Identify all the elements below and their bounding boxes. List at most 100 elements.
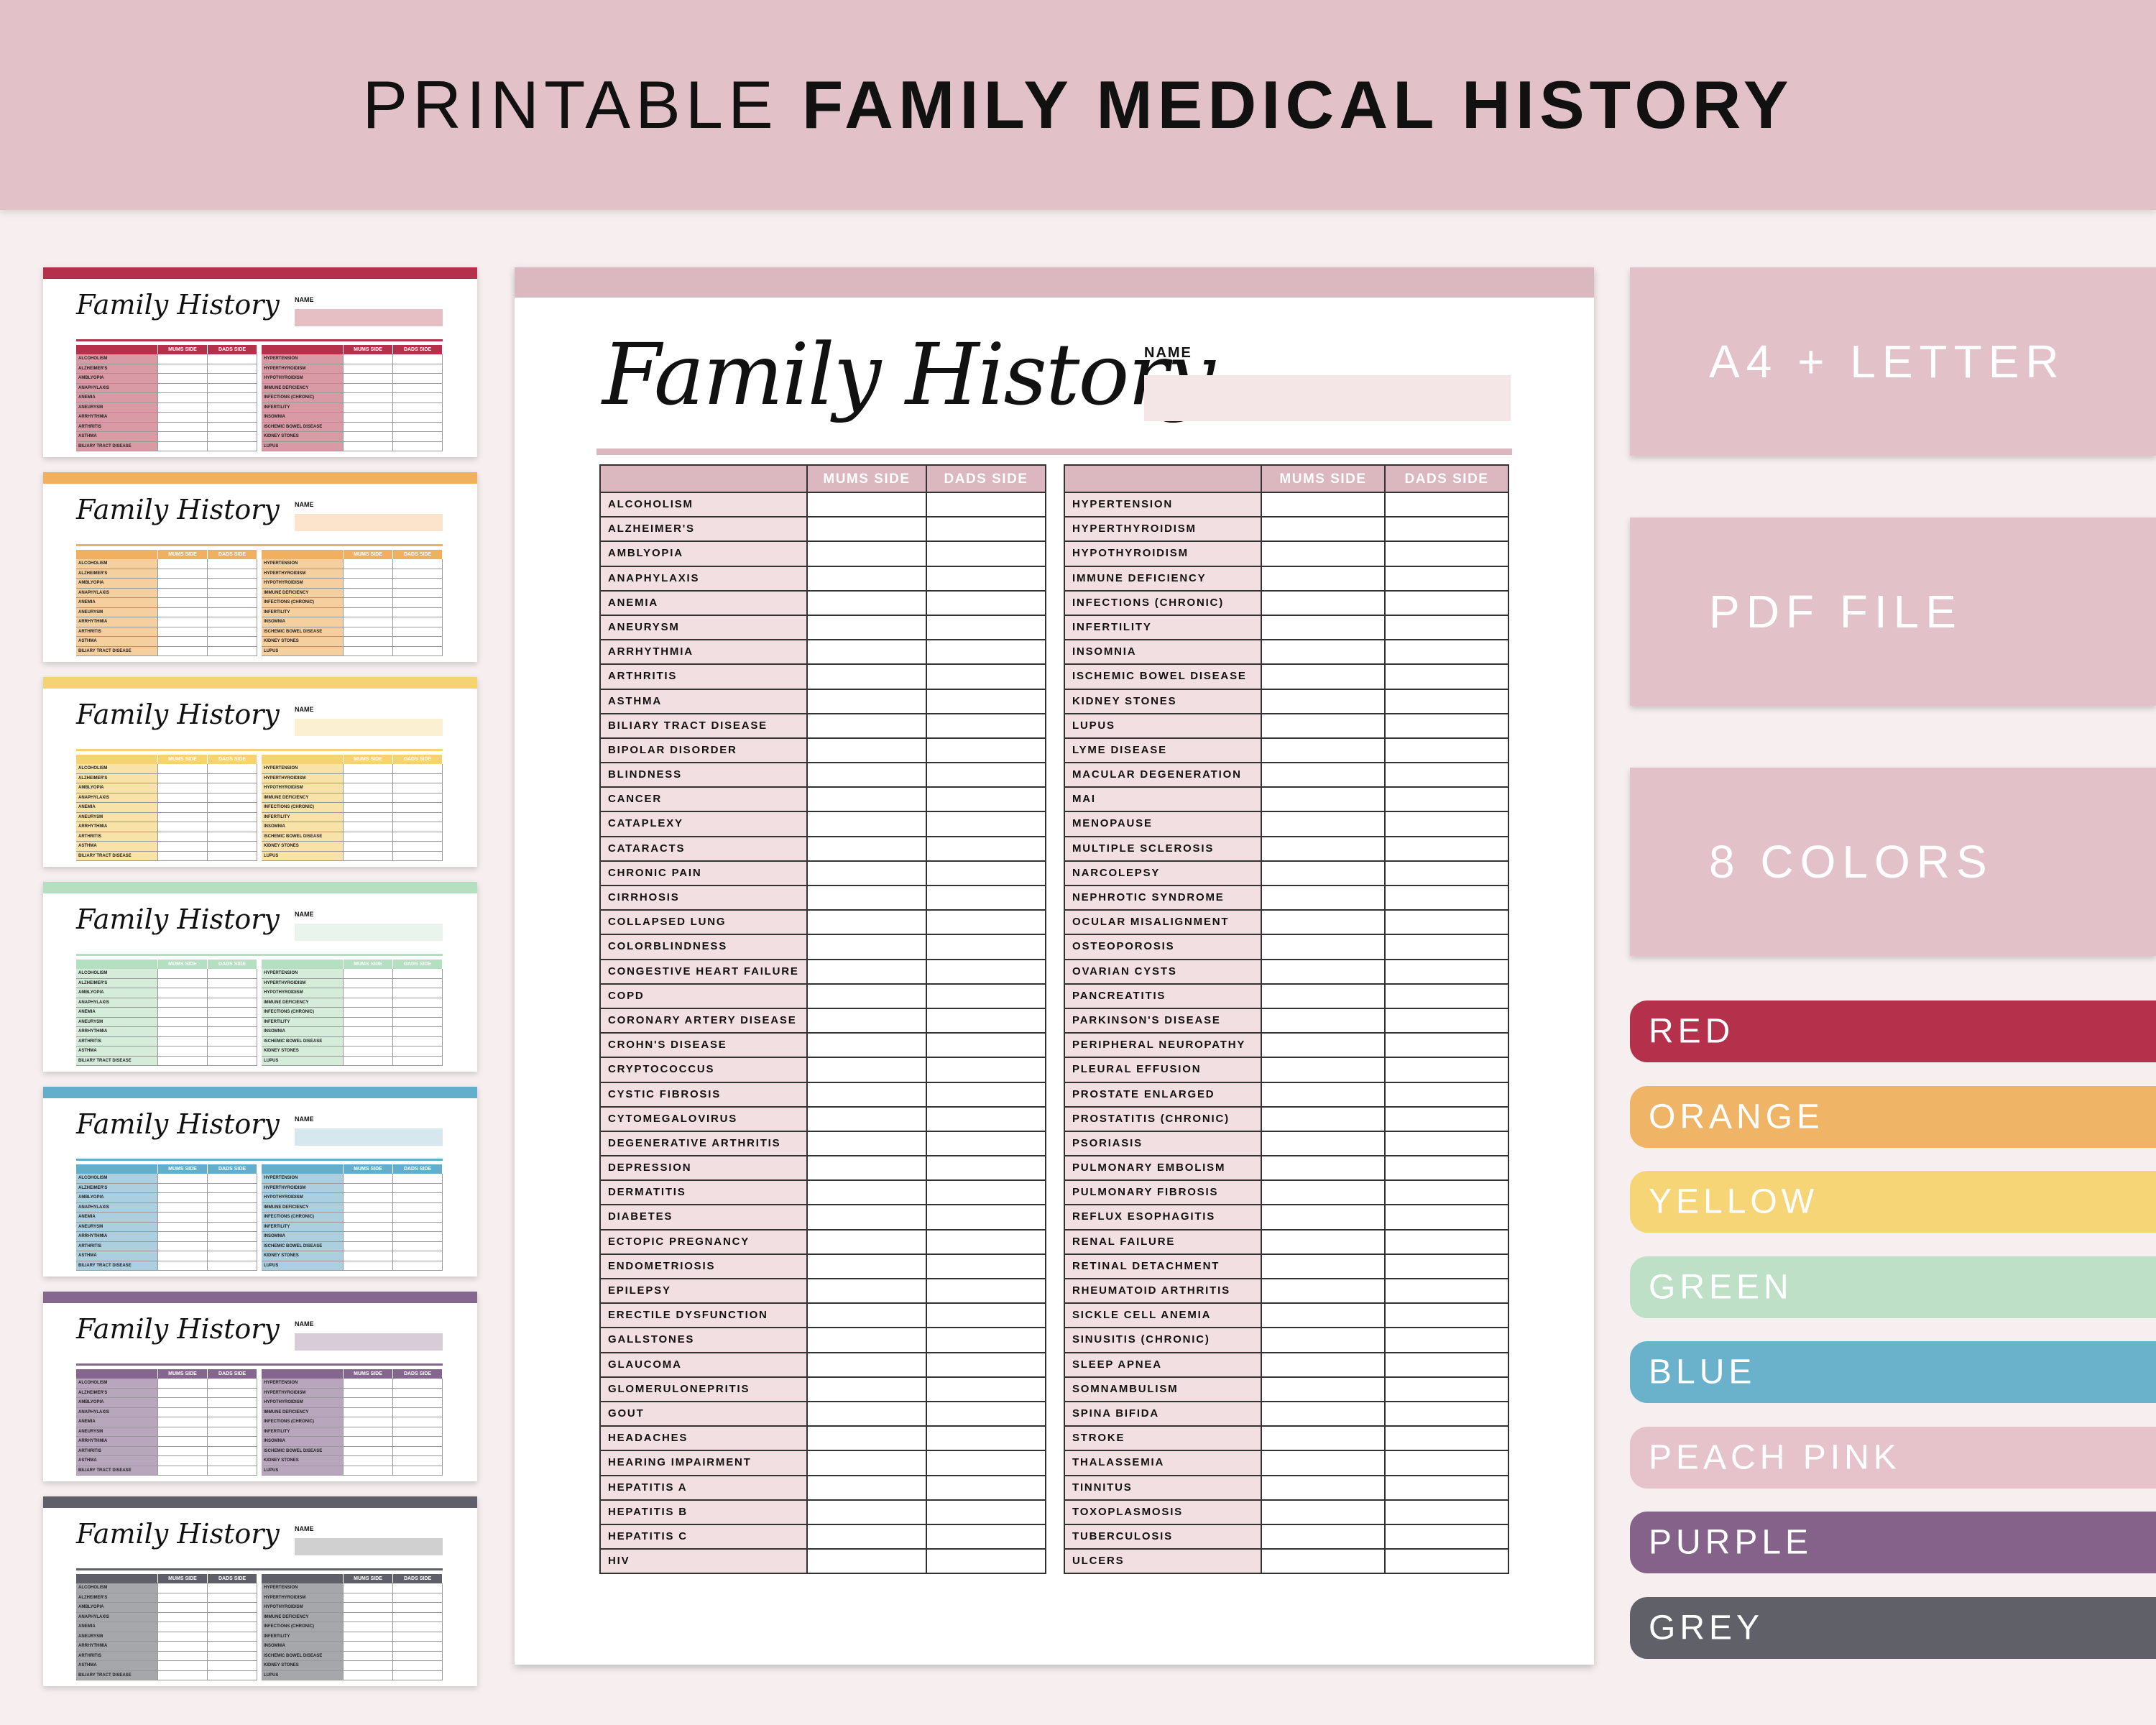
mums-side-cell[interactable]	[1262, 1082, 1386, 1108]
dads-side-cell[interactable]	[1386, 960, 1509, 985]
dads-side-cell[interactable]	[927, 837, 1046, 862]
dads-side-cell[interactable]	[927, 1082, 1046, 1108]
mums-side-cell[interactable]	[808, 1181, 927, 1206]
mums-side-cell[interactable]	[1262, 615, 1386, 641]
mums-side-cell[interactable]	[1262, 935, 1386, 960]
mums-side-cell[interactable]	[1262, 1254, 1386, 1279]
mums-side-cell[interactable]	[1262, 689, 1386, 714]
dads-side-cell[interactable]	[1386, 1377, 1509, 1402]
mums-side-cell[interactable]	[1262, 542, 1386, 567]
dads-side-cell[interactable]	[1386, 1205, 1509, 1230]
dads-side-cell[interactable]	[927, 1034, 1046, 1059]
dads-side-cell[interactable]	[1386, 1402, 1509, 1427]
mums-side-cell[interactable]	[808, 763, 927, 788]
dads-side-cell[interactable]	[927, 665, 1046, 690]
dads-side-cell[interactable]	[927, 1058, 1046, 1083]
dads-side-cell[interactable]	[1386, 935, 1509, 960]
dads-side-cell[interactable]	[1386, 1353, 1509, 1378]
dads-side-cell[interactable]	[1386, 1451, 1509, 1476]
dads-side-cell[interactable]	[927, 640, 1046, 666]
dads-side-cell[interactable]	[1386, 837, 1509, 862]
dads-side-cell[interactable]	[927, 1353, 1046, 1378]
dads-side-cell[interactable]	[1386, 1500, 1509, 1525]
mums-side-cell[interactable]	[1262, 1476, 1386, 1501]
dads-side-cell[interactable]	[927, 1550, 1046, 1575]
mums-side-cell[interactable]	[808, 1156, 927, 1182]
mums-side-cell[interactable]	[808, 1377, 927, 1402]
dads-side-cell[interactable]	[927, 1427, 1046, 1452]
mums-side-cell[interactable]	[1262, 1402, 1386, 1427]
dads-side-cell[interactable]	[927, 1402, 1046, 1427]
dads-side-cell[interactable]	[1386, 1328, 1509, 1353]
mums-side-cell[interactable]	[808, 960, 927, 985]
mums-side-cell[interactable]	[808, 812, 927, 837]
dads-side-cell[interactable]	[927, 1254, 1046, 1279]
mums-side-cell[interactable]	[808, 1082, 927, 1108]
dads-side-cell[interactable]	[1386, 640, 1509, 666]
mums-side-cell[interactable]	[1262, 1058, 1386, 1083]
dads-side-cell[interactable]	[1386, 1550, 1509, 1575]
dads-side-cell[interactable]	[1386, 1058, 1509, 1083]
mums-side-cell[interactable]	[1262, 812, 1386, 837]
dads-side-cell[interactable]	[927, 1156, 1046, 1182]
mums-side-cell[interactable]	[1262, 518, 1386, 543]
mums-side-cell[interactable]	[1262, 1181, 1386, 1206]
dads-side-cell[interactable]	[1386, 591, 1509, 616]
dads-side-cell[interactable]	[1386, 763, 1509, 788]
mums-side-cell[interactable]	[1262, 861, 1386, 886]
dads-side-cell[interactable]	[927, 566, 1046, 592]
dads-side-cell[interactable]	[927, 542, 1046, 567]
dads-side-cell[interactable]	[927, 714, 1046, 739]
dads-side-cell[interactable]	[1386, 493, 1509, 518]
dads-side-cell[interactable]	[1386, 1476, 1509, 1501]
dads-side-cell[interactable]	[1386, 1279, 1509, 1305]
mums-side-cell[interactable]	[1262, 1377, 1386, 1402]
mums-side-cell[interactable]	[808, 518, 927, 543]
mums-side-cell[interactable]	[1262, 837, 1386, 862]
dads-side-cell[interactable]	[1386, 714, 1509, 739]
mums-side-cell[interactable]	[1262, 1205, 1386, 1230]
dads-side-cell[interactable]	[927, 911, 1046, 936]
mums-side-cell[interactable]	[808, 738, 927, 764]
mums-side-cell[interactable]	[1262, 1279, 1386, 1305]
mums-side-cell[interactable]	[808, 1107, 927, 1132]
dads-side-cell[interactable]	[927, 1451, 1046, 1476]
dads-side-cell[interactable]	[1386, 1427, 1509, 1452]
mums-side-cell[interactable]	[808, 1205, 927, 1230]
mums-side-cell[interactable]	[808, 1353, 927, 1378]
dads-side-cell[interactable]	[927, 960, 1046, 985]
dads-side-cell[interactable]	[927, 1181, 1046, 1206]
mums-side-cell[interactable]	[808, 861, 927, 886]
dads-side-cell[interactable]	[927, 763, 1046, 788]
mums-side-cell[interactable]	[808, 1131, 927, 1157]
dads-side-cell[interactable]	[927, 1131, 1046, 1157]
mums-side-cell[interactable]	[808, 935, 927, 960]
mums-side-cell[interactable]	[1262, 1550, 1386, 1575]
mums-side-cell[interactable]	[808, 1328, 927, 1353]
dads-side-cell[interactable]	[927, 1230, 1046, 1255]
dads-side-cell[interactable]	[1386, 518, 1509, 543]
mums-side-cell[interactable]	[808, 1550, 927, 1575]
dads-side-cell[interactable]	[1386, 542, 1509, 567]
mums-side-cell[interactable]	[1262, 886, 1386, 911]
mums-side-cell[interactable]	[808, 615, 927, 641]
mums-side-cell[interactable]	[1262, 640, 1386, 666]
name-field[interactable]	[1144, 375, 1511, 421]
mums-side-cell[interactable]	[808, 911, 927, 936]
dads-side-cell[interactable]	[1386, 861, 1509, 886]
mums-side-cell[interactable]	[808, 886, 927, 911]
mums-side-cell[interactable]	[1262, 591, 1386, 616]
dads-side-cell[interactable]	[1386, 1082, 1509, 1108]
dads-side-cell[interactable]	[1386, 1230, 1509, 1255]
mums-side-cell[interactable]	[808, 1279, 927, 1305]
mums-side-cell[interactable]	[808, 493, 927, 518]
mums-side-cell[interactable]	[808, 714, 927, 739]
dads-side-cell[interactable]	[1386, 1181, 1509, 1206]
mums-side-cell[interactable]	[808, 1451, 927, 1476]
mums-side-cell[interactable]	[1262, 1107, 1386, 1132]
dads-side-cell[interactable]	[1386, 615, 1509, 641]
mums-side-cell[interactable]	[808, 1008, 927, 1034]
mums-side-cell[interactable]	[808, 1058, 927, 1083]
mums-side-cell[interactable]	[1262, 1008, 1386, 1034]
dads-side-cell[interactable]	[1386, 689, 1509, 714]
